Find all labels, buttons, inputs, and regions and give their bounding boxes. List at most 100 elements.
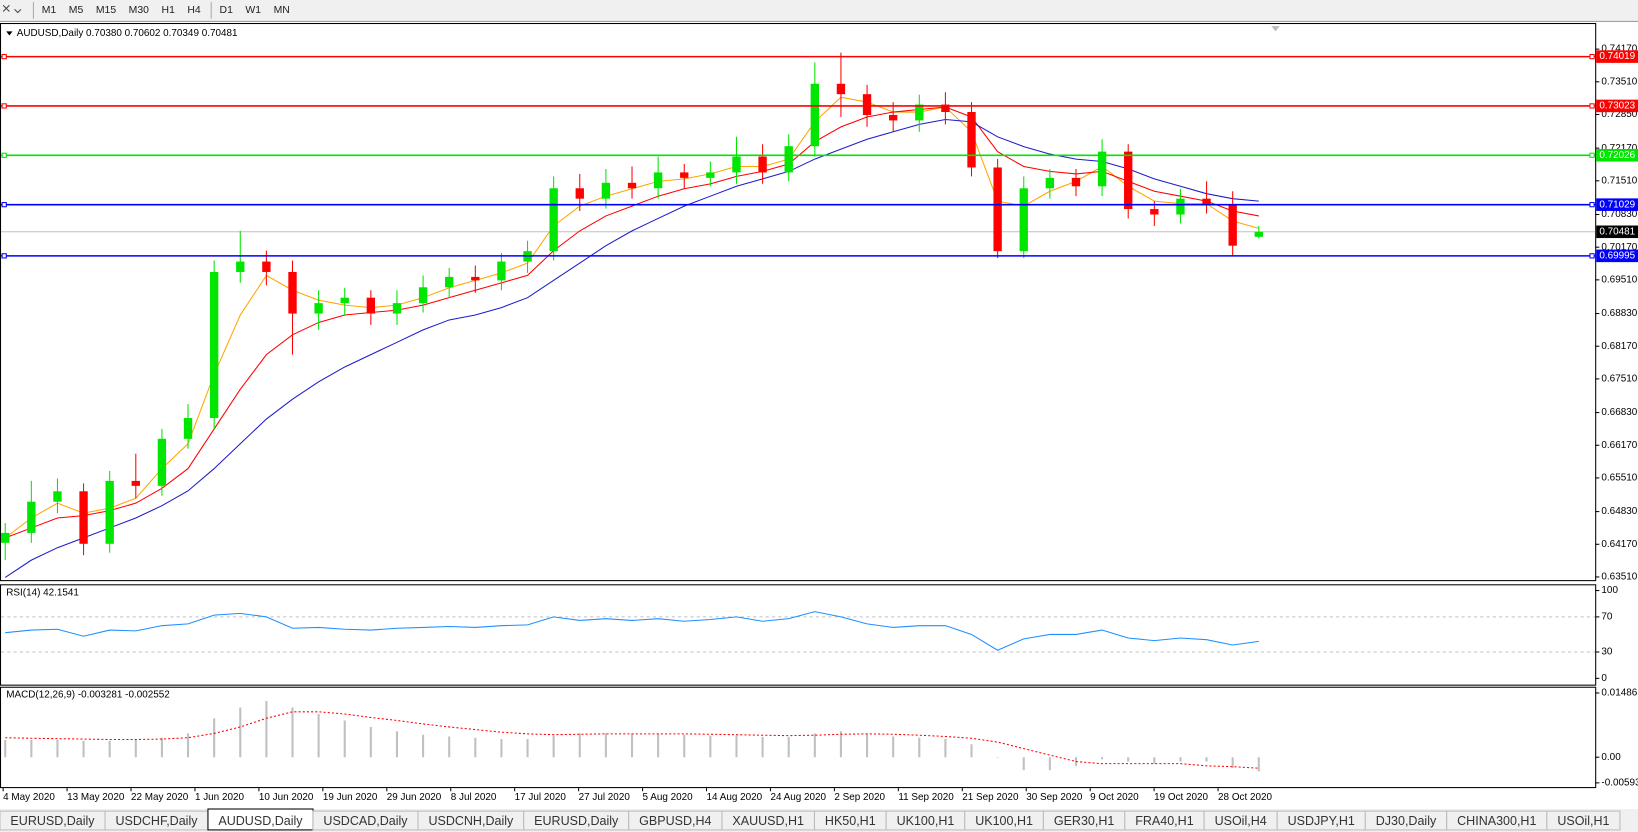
macd-bar [918, 737, 921, 758]
level-label: 0.74019 [1599, 51, 1635, 62]
level-label: 0.69995 [1599, 250, 1635, 261]
level-handle [1589, 53, 1595, 60]
timeframe-button[interactable]: M30 [129, 5, 149, 16]
macd-bar [996, 757, 999, 758]
candle-body [131, 480, 140, 486]
timeframe-button[interactable]: W1 [245, 5, 261, 16]
tab-label[interactable]: GBPUSD,H4 [639, 814, 711, 828]
candle-body [575, 188, 584, 199]
level-handle [1, 103, 7, 109]
tab[interactable] [1546, 810, 1621, 831]
candle-body [680, 172, 689, 178]
level-label-box [1596, 99, 1638, 113]
candle-body [157, 438, 167, 486]
level-label: 0.73023 [1599, 101, 1635, 112]
candle-body [236, 261, 245, 272]
candle-body [836, 83, 846, 95]
level-label-box [1596, 249, 1638, 263]
level-label-box [1596, 149, 1638, 162]
y-tick-label: 0.74170 [1601, 44, 1637, 55]
macd-bar [630, 733, 634, 758]
macd-title: MACD(12,26,9) -0.003281 -0.002552 [6, 690, 170, 701]
candle-body [653, 172, 663, 189]
rsi-tick-label: 0 [1601, 673, 1607, 684]
y-tick-label: 0.65510 [1601, 473, 1637, 484]
candle-body [758, 156, 767, 173]
macd-bar [604, 733, 607, 758]
candle-body [993, 167, 1002, 252]
macd-bar [787, 736, 790, 758]
tab-label[interactable]: USDCHF,Daily [115, 814, 198, 828]
x-tick-label: 21 Sep 2020 [962, 792, 1019, 803]
macd-bar [448, 736, 451, 758]
tab-label[interactable]: GER30,H1 [1054, 814, 1115, 828]
timeframe-button[interactable]: H4 [187, 5, 201, 16]
timeframe-button[interactable]: M5 [69, 5, 84, 16]
macd-bar [578, 733, 581, 758]
candle-body [1124, 151, 1133, 210]
candle-body [392, 303, 402, 314]
rsi-tick-label: 30 [1601, 647, 1613, 658]
macd-tick-label: 0.00 [1601, 752, 1621, 763]
tab-label[interactable]: USDJPY,H1 [1288, 814, 1355, 828]
candle-body [549, 188, 558, 252]
tab-label[interactable]: HK50,H1 [825, 814, 876, 828]
tab-label[interactable]: EURUSD,Daily [534, 814, 619, 828]
candle-body [340, 297, 349, 304]
tab-label[interactable]: USDCAD,Daily [323, 814, 408, 828]
level-label-box [1596, 50, 1638, 63]
candle-body [1254, 231, 1263, 237]
candle-body [601, 182, 611, 199]
macd-bar [395, 731, 399, 758]
macd-bar [213, 718, 216, 758]
macd-bar [500, 739, 503, 758]
tab-label[interactable]: DJ30,Daily [1376, 814, 1437, 828]
timeframe-button[interactable]: H1 [162, 5, 176, 16]
y-tick-label: 0.69510 [1601, 274, 1637, 285]
macd-bar [657, 733, 660, 758]
candle-body [27, 501, 36, 533]
level-handle [1589, 253, 1595, 259]
timeframe-button[interactable]: MN [274, 5, 290, 16]
x-tick-label: 4 May 2020 [3, 792, 55, 803]
tab-label[interactable]: UK100,H1 [897, 814, 955, 828]
y-tick-label: 0.70830 [1601, 209, 1637, 220]
macd-bar [526, 739, 529, 758]
candle-body [105, 480, 114, 544]
tab-label[interactable]: AUDUSD,Daily [218, 814, 303, 828]
macd-bar [186, 733, 190, 758]
chart-title: AUDUSD,Daily 0.70380 0.70602 0.70349 0.7… [17, 28, 238, 39]
x-tick-label: 14 Aug 2020 [707, 792, 763, 803]
y-tick-label: 0.68170 [1601, 341, 1637, 352]
y-tick-label: 0.66830 [1601, 407, 1637, 418]
y-tick-label: 0.70170 [1601, 242, 1637, 253]
candle-body [627, 182, 637, 189]
tab-label[interactable]: FRA40,H1 [1135, 814, 1193, 828]
level-handle [1, 253, 7, 259]
timeframe-button[interactable]: M1 [42, 5, 57, 16]
macd-bar [1231, 757, 1234, 769]
y-tick-label: 0.67510 [1601, 374, 1637, 385]
timeframe-button[interactable]: D1 [220, 5, 234, 16]
macd-bar [265, 701, 268, 758]
tab-label[interactable]: EURUSD,Daily [10, 814, 95, 828]
candle-body [1228, 204, 1237, 246]
candle-body [471, 276, 480, 281]
x-tick-label: 30 Sep 2020 [1026, 792, 1083, 803]
tab-label[interactable]: USDCNH,Daily [428, 814, 514, 828]
toolbar-icon[interactable] [2, 4, 22, 14]
timeframe-button[interactable]: M15 [96, 5, 116, 16]
tab-label[interactable]: USOil,H4 [1215, 814, 1267, 828]
tab-label[interactable]: UK100,H1 [975, 814, 1033, 828]
macd-bar [709, 735, 712, 758]
candle-body [915, 104, 924, 121]
tab-label[interactable]: CHINA300,H1 [1457, 814, 1536, 828]
macd-bar [1022, 757, 1025, 771]
candle-body [1, 532, 10, 543]
macd-bar [239, 707, 242, 758]
macd-bar [134, 739, 137, 758]
tab-label[interactable]: USOil,H1 [1557, 814, 1609, 828]
tab-label[interactable]: XAUUSD,H1 [732, 814, 804, 828]
macd-bar [82, 740, 85, 758]
